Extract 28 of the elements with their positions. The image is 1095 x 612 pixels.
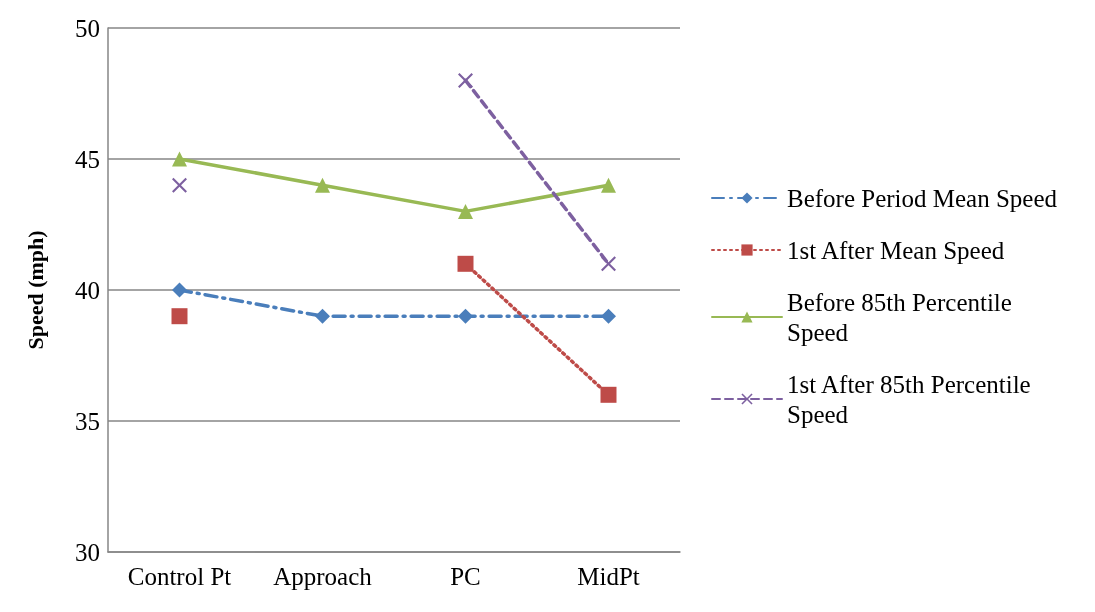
point <box>458 72 473 88</box>
point <box>601 177 616 193</box>
x-tick-label: Approach <box>273 563 373 590</box>
point <box>600 386 617 403</box>
point <box>458 203 473 219</box>
legend-label: Before Period Mean Speed <box>787 184 1058 212</box>
y-tick-label: 35 <box>75 407 100 435</box>
point <box>601 308 616 324</box>
point <box>172 282 187 298</box>
point <box>315 308 330 324</box>
y-axis-title: Speed (mph) <box>22 230 48 350</box>
y-tick-label: 45 <box>75 145 100 173</box>
x-tick-label: MidPt <box>577 563 640 590</box>
x-tick-label: Control Pt <box>127 563 232 590</box>
point <box>457 255 474 272</box>
point <box>601 256 616 272</box>
y-tick-label: 40 <box>75 276 100 304</box>
legend-label: Before 85th Percentile Speed <box>787 288 1019 346</box>
point <box>458 308 473 324</box>
point <box>172 177 187 193</box>
point <box>172 151 187 167</box>
legend-label: 1st After Mean Speed <box>787 236 1005 264</box>
y-tick-label: 50 <box>75 14 100 42</box>
x-tick-label: PC <box>450 563 481 590</box>
point <box>171 308 188 325</box>
point <box>315 177 330 193</box>
legend-label: 1st After 85th Percentile Speed <box>787 370 1037 428</box>
y-tick-label: 30 <box>75 538 100 566</box>
